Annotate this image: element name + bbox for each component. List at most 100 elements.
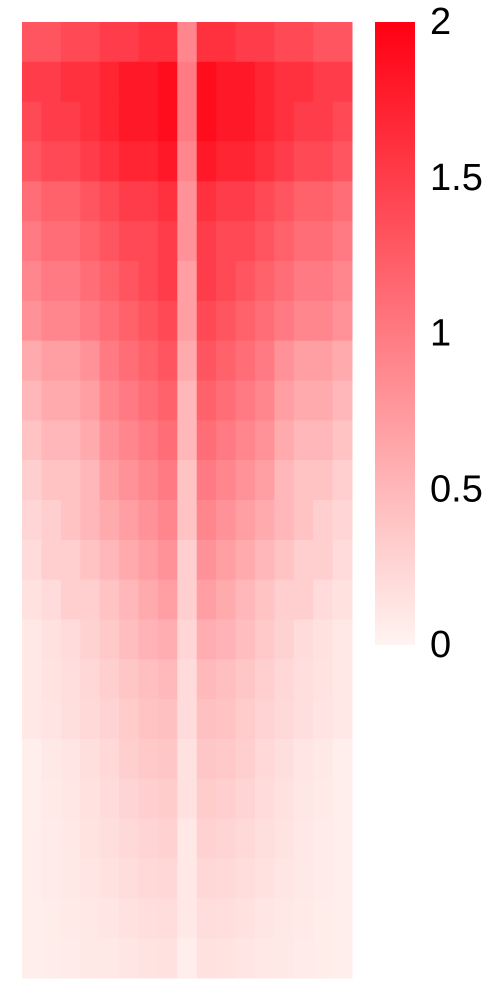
- heatmap-cell: [274, 659, 295, 700]
- heatmap-cell: [119, 858, 139, 899]
- heatmap-cell: [157, 818, 178, 859]
- heatmap-cell: [313, 101, 334, 142]
- heatmap-cell: [254, 699, 275, 740]
- heatmap-cell: [274, 380, 295, 421]
- heatmap-cell: [177, 380, 198, 421]
- heatmap-cell: [60, 340, 81, 381]
- heatmap-cell: [80, 261, 101, 302]
- heatmap-cell: [274, 938, 295, 979]
- heatmap-cell: [274, 221, 295, 262]
- heatmap-cell: [138, 340, 159, 381]
- heatmap-cell: [293, 778, 314, 820]
- heatmap-cell: [235, 300, 256, 342]
- heatmap-cell: [119, 141, 139, 182]
- heatmap-cell: [119, 938, 139, 979]
- heatmap-cell: [196, 221, 217, 262]
- heatmap-cell: [332, 221, 353, 262]
- heatmap-cell: [99, 22, 120, 63]
- heatmap-cell: [157, 699, 178, 740]
- heatmap-cell: [177, 500, 198, 541]
- heatmap-cell: [216, 300, 237, 342]
- heatmap-cell: [119, 619, 139, 660]
- heatmap-cell: [119, 101, 139, 142]
- heatmap-cell: [41, 181, 62, 222]
- heatmap-cell: [138, 101, 159, 142]
- heatmap-cell: [80, 858, 101, 899]
- heatmap-cell: [138, 659, 159, 700]
- heatmap-cell: [274, 101, 295, 142]
- heatmap-cell: [235, 261, 256, 302]
- heatmap-cell: [157, 579, 178, 620]
- heatmap-cell: [216, 221, 237, 262]
- heatmap-cell: [157, 500, 178, 541]
- heatmap-cell: [313, 420, 334, 461]
- heatmap-cell: [313, 22, 334, 63]
- heatmap-cell: [177, 659, 198, 700]
- heatmap-cell: [157, 221, 178, 262]
- heatmap-cell: [332, 778, 353, 820]
- heatmap-cell: [216, 539, 237, 581]
- heatmap-cell: [119, 500, 139, 541]
- heatmap-cell: [332, 22, 353, 63]
- heatmap-cell: [254, 181, 275, 222]
- heatmap-cell: [313, 818, 334, 859]
- heatmap-cell: [274, 22, 295, 63]
- heatmap-cell: [274, 739, 295, 780]
- heatmap-cell: [313, 380, 334, 421]
- heatmap-cell: [99, 659, 120, 700]
- heatmap-cell: [119, 539, 139, 581]
- heatmap-cell: [293, 420, 314, 461]
- heatmap-cell: [177, 938, 198, 979]
- heatmap-cell: [313, 898, 334, 939]
- heatmap-cell: [332, 579, 353, 620]
- heatmap-cell: [138, 261, 159, 302]
- heatmap-cell: [274, 420, 295, 461]
- heatmap-cell: [332, 340, 353, 381]
- heatmap-cell: [177, 460, 198, 501]
- heatmap-cell: [119, 818, 139, 859]
- heatmap-cell: [138, 619, 159, 660]
- heatmap-cell: [177, 579, 198, 620]
- heatmap-cell: [41, 380, 62, 421]
- heatmap-cell: [80, 181, 101, 222]
- heatmap-cell: [41, 858, 62, 899]
- heatmap-cell: [293, 61, 314, 103]
- heatmap-cell: [119, 778, 139, 820]
- heatmap-cell: [22, 300, 42, 342]
- heatmap-cell: [274, 141, 295, 182]
- heatmap-cell: [41, 579, 62, 620]
- heatmap-cell: [22, 101, 42, 142]
- heatmap-cell: [99, 181, 120, 222]
- heatmap-cell: [60, 460, 81, 501]
- heatmap-cell: [332, 380, 353, 421]
- heatmap-cell: [177, 340, 198, 381]
- heatmap-cell: [235, 659, 256, 700]
- heatmap-cell: [41, 22, 62, 63]
- heatmap-cell: [313, 619, 334, 660]
- heatmap-cell: [119, 61, 139, 103]
- heatmap-cell: [216, 659, 237, 700]
- heatmap-cell: [99, 778, 120, 820]
- heatmap-cell: [99, 420, 120, 461]
- heatmap-cell: [60, 101, 81, 142]
- heatmap-cell: [235, 539, 256, 581]
- heatmap-cell: [157, 619, 178, 660]
- heatmap-cell: [216, 420, 237, 461]
- heatmap-cell: [254, 659, 275, 700]
- heatmap-cell: [313, 659, 334, 700]
- heatmap-cell: [332, 818, 353, 859]
- heatmap-cell: [216, 460, 237, 501]
- heatmap-cell: [196, 659, 217, 700]
- heatmap-cell: [60, 659, 81, 700]
- heatmap-cell: [293, 938, 314, 979]
- heatmap-cell: [22, 340, 42, 381]
- heatmap-cell: [274, 818, 295, 859]
- heatmap-cell: [196, 739, 217, 780]
- heatmap-cell: [254, 938, 275, 979]
- heatmap-cell: [119, 22, 139, 63]
- heatmap-cell: [41, 141, 62, 182]
- heatmap-cell: [196, 579, 217, 620]
- heatmap-cell: [235, 579, 256, 620]
- heatmap-cell: [177, 261, 198, 302]
- heatmap-cell: [22, 659, 42, 700]
